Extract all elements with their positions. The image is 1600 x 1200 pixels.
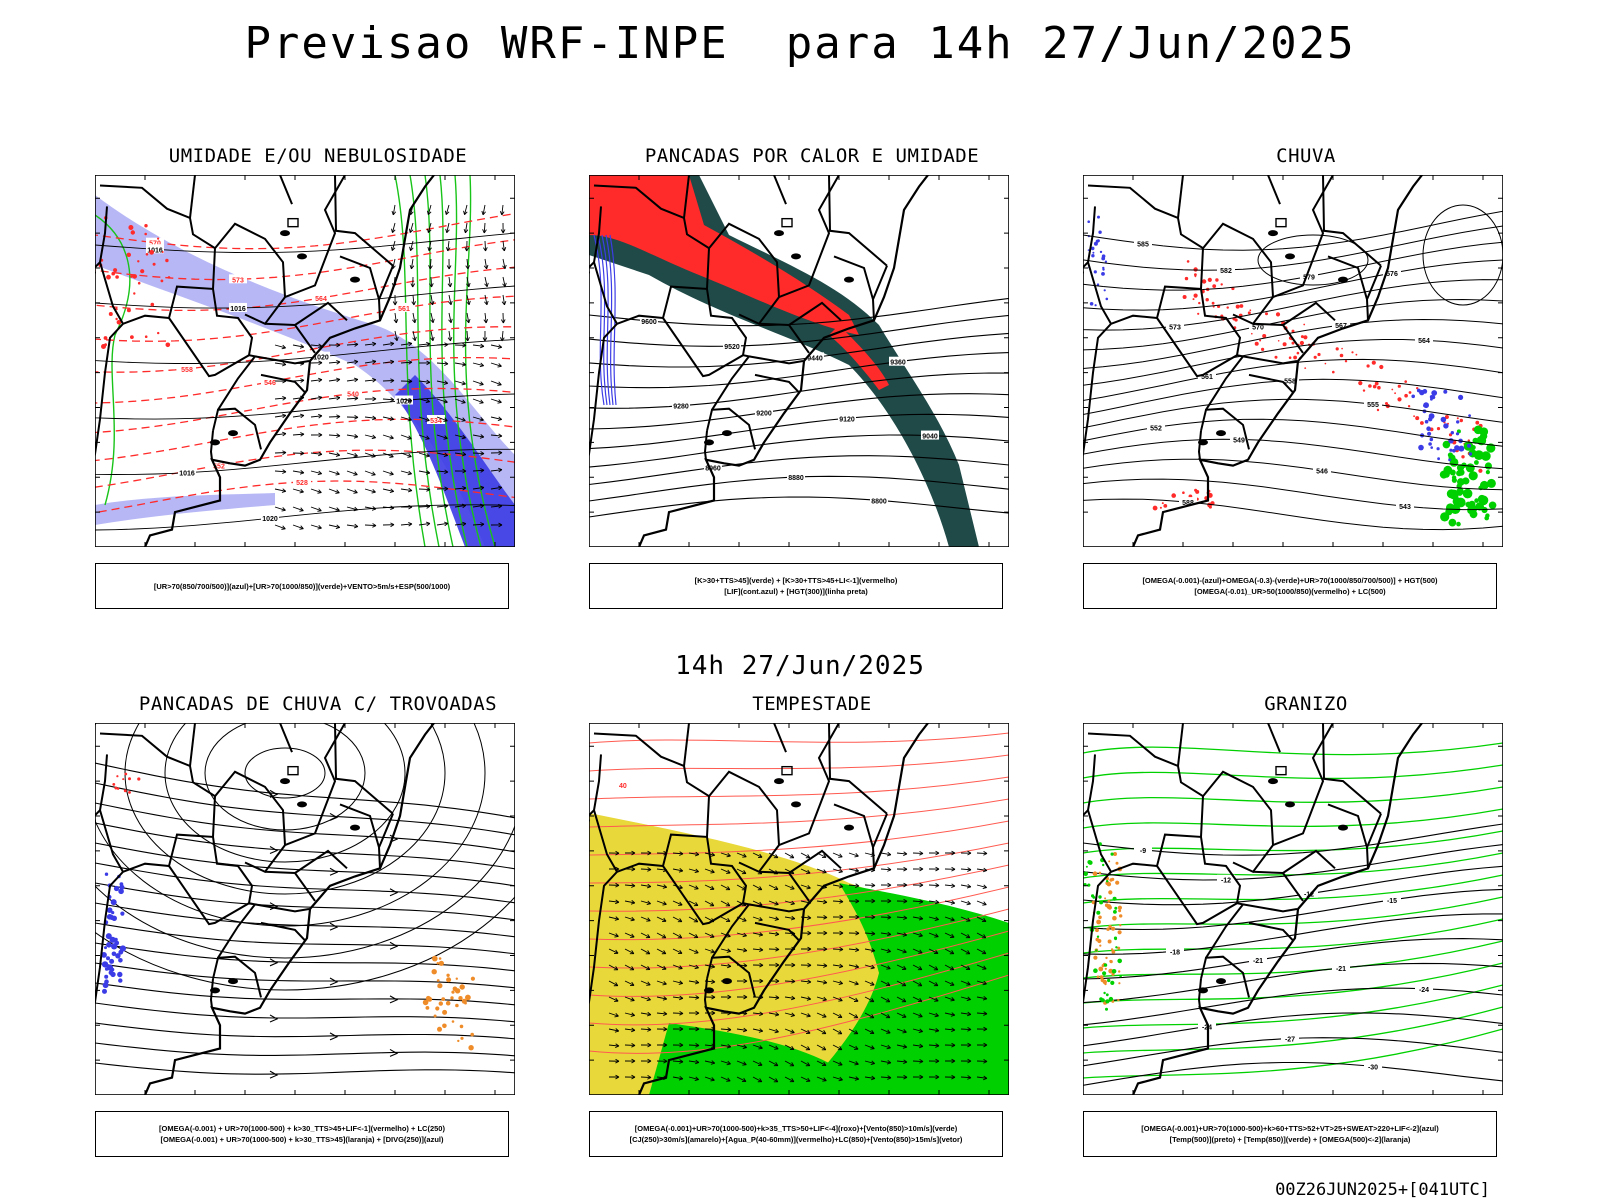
contour-label: 9120 [839,416,855,423]
contour-label: 582 [1220,268,1232,275]
contour-label: 9280 [673,404,689,411]
contour-label: 543 [1399,504,1411,511]
contour-label: -18 [1170,949,1180,956]
legend-line: [OMEGA(-0.001)+UR>70(1000-500)+k>35_TTS>… [634,1124,958,1133]
contour-label: -27 [1285,1036,1295,1043]
contour-label: 1020 [262,516,278,523]
legend-line: [OMEGA(-0.01)_UR>50(1000/850)(vermelho) … [1194,587,1386,596]
legend-box: [K>30+TTS>45](verde) + [K>30+TTS>45+LI<-… [589,563,1003,609]
contour-label: 555 [1367,402,1379,409]
main-title: Previsao WRF-INPE para 14h 27/Jun/2025 [244,18,1356,69]
contour-label: -9 [1140,848,1146,855]
contour-label: 528 [296,480,308,487]
contour-label: 549 [1233,437,1245,444]
contour-label: 567 [1335,323,1347,330]
map-pancadas-trovoadas: 12S15S18S21S24S27S30S33S36S39S42S70W65W6… [95,723,515,1095]
contour-label: 1020 [396,399,412,406]
contour-label: 8800 [871,498,887,505]
contour-label: 552 [1150,425,1162,432]
contour-label: 558 [1284,378,1296,385]
panel-title: PANCADAS POR CALOR E UMIDADE [644,145,980,167]
contour-label: 8960 [705,465,721,472]
contour-label: 585 [1137,242,1149,249]
contour-label: 588 [1182,500,1194,507]
legend-line: [UR>70(850/700/500)](azul)+[UR>70(1000/8… [153,581,451,591]
contour-label: 552 [213,463,225,470]
panel-title: UMIDADE E/OU NEBULOSIDADE [168,145,468,167]
mid-title: 14h 27/Jun/2025 [675,651,925,681]
contour-label: 570 [149,241,161,248]
contour-label: 573 [232,277,244,284]
contour-label: 561 [1201,374,1213,381]
contour-label: 9520 [724,344,740,351]
panel-title: GRANIZO [1264,693,1348,715]
contour-label: 8880 [788,475,804,482]
contour-label: 1016 [147,247,163,254]
legend-line: [CJ(250)>30m/s](amarelo)+[Agua_P(40-60mm… [629,1135,963,1144]
map-pancadas-calor: 9600 9520 9440 9360 9280 9200 9120 9040 8960 8880… [589,175,1009,547]
map-chuva: 585 582 579 576 573 570 567 564 561 558 555 552 549 5… [1083,175,1503,547]
contour-label: 9360 [890,360,906,367]
legend-line: [OMEGA(-0.001)-(azul)+OMEGA(-0.3)-(verde… [1142,576,1438,585]
legend-box: [OMEGA(-0.001) + UR>70(1000-500) + k>30_… [95,1111,509,1157]
contour-label: 561 [398,306,410,313]
legend-box: [OMEGA(-0.001)+UR>70(1000-500)+k>35_TTS>… [589,1111,1003,1157]
contour-label: 9600 [641,319,657,326]
panel-umidade: UMIDADE E/OU NEBULOSIDADE 570 573 564 561 55… [73,145,563,635]
contour-label: -30 [1368,1064,1378,1071]
contour-label: 564 [315,296,327,303]
contour-label: 40 [619,783,627,790]
contour-label: 546 [264,380,276,387]
legend-line: [Temp(500)](preto) + [Temp(850)](verde) … [1169,1135,1411,1144]
panel-title: TEMPESTADE [752,693,872,715]
contour-label: -21 [1336,966,1346,973]
contour-label: 9040 [922,434,938,441]
footer-stamp: 00Z26JUN2025+[041UTC] [1275,1180,1490,1200]
contour-label: 576 [1386,271,1398,278]
panel-pancadas-calor: PANCADAS POR CALOR E UMIDADE 9600 9520 944… [567,145,1057,635]
panel-title: CHUVA [1276,145,1336,167]
contour-label: 558 [181,367,193,374]
contour-label: 534 [430,418,442,425]
panel-pancadas-trovoadas: PANCADAS DE CHUVA C/ TROVOADAS 12S15S18S… [73,693,563,1183]
contour-label: -21 [1253,958,1263,965]
contour-label: -15 [1387,898,1397,905]
contour-label: 564 [1418,338,1430,345]
panel-granizo: GRANIZO -9 -12 -12 -15 -18 -21 -21 -24 -24 -27 -30… [1061,693,1551,1183]
contour-label: 546 [1316,468,1328,475]
map-tempestade: 4012S15S18S21S24S27S30S33S36S39S42S70W65… [589,723,1009,1095]
legend-box: [UR>70(850/700/500)](azul)+[UR>70(1000/8… [95,563,509,609]
panel-chuva: CHUVA 585 582 579 576 573 570 567 564 561 558 555 5… [1061,145,1551,635]
legend-box: [OMEGA(-0.001)-(azul)+OMEGA(-0.3)-(verde… [1083,563,1497,609]
legend-line: [OMEGA(-0.001) + UR>70(1000-500) + k>30_… [160,1135,444,1144]
legend-line: [LIF](cont.azul) + [HGT(300)](linha pret… [724,587,868,596]
legend-box: [OMEGA(-0.001)+UR>70(1000-500)+k>60+TTS>… [1083,1111,1497,1157]
legend-line: [OMEGA(-0.001) + UR>70(1000-500) + k>30_… [159,1124,445,1133]
contour-label: 9440 [807,355,823,362]
contour-label: -12 [1221,878,1231,885]
contour-label: 573 [1169,324,1181,331]
contour-label: 570 [1252,324,1264,331]
panel-tempestade: TEMPESTADE 4012S15S18S21S24S27S30S33S36S… [567,693,1057,1183]
panel-title: PANCADAS DE CHUVA C/ TROVOADAS [138,693,498,715]
map-granizo: -9-12-12-15-18-21-21-24-24-27-3012S15S18… [1083,723,1503,1095]
contour-label: 1016 [179,471,195,478]
contour-label: -24 [1419,987,1429,994]
contour-label: 9200 [756,410,772,417]
map-umidade: 570 573 564 561 558 546 540 534 552 528 1016 1016 10… [95,175,515,547]
legend-line: [OMEGA(-0.001)+UR>70(1000-500)+k>60+TTS>… [1141,1124,1439,1133]
contour-label: 579 [1303,274,1315,281]
contour-label: 540 [347,391,359,398]
contour-label: 1020 [313,355,329,362]
legend-line: [K>30+TTS>45](verde) + [K>30+TTS>45+LI<-… [694,576,898,585]
contour-label: 1016 [230,306,246,313]
